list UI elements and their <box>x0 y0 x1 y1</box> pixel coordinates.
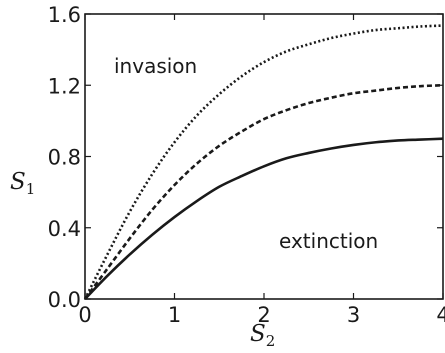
x-tick-label: 1 <box>168 303 181 327</box>
y-tick-label: 0.8 <box>48 146 81 170</box>
extinction-label: extinction <box>279 229 378 253</box>
x-axis-label: S2 <box>250 321 275 350</box>
y-tick-label: 0.0 <box>48 288 81 312</box>
y-tick-label: 0.4 <box>48 217 81 241</box>
tick-marks <box>84 13 444 300</box>
x-tick-label: 4 <box>436 303 445 327</box>
x-axis-label-subscript: 2 <box>266 332 276 350</box>
tick-labels: 0 1 2 3 4 0.0 0.4 0.8 1.2 1.6 <box>48 3 445 327</box>
series-line-solid <box>84 137 444 300</box>
series-line-dotted <box>83 24 444 300</box>
series-line-dashed <box>83 83 444 300</box>
x-tick-label: 0 <box>78 303 91 327</box>
invasion-label: invasion <box>114 54 197 78</box>
y-axis-label: S1 <box>10 169 35 198</box>
series-lines <box>83 24 444 300</box>
y-tick-label: 1.2 <box>48 74 81 98</box>
y-axis-label-subscript: 1 <box>26 180 36 198</box>
y-tick-label: 1.6 <box>48 3 81 27</box>
x-tick-label: 3 <box>347 303 360 327</box>
y-axis-label-main: S <box>10 169 26 195</box>
x-tick-label: 2 <box>257 303 270 327</box>
x-axis-label-main: S <box>250 321 266 347</box>
